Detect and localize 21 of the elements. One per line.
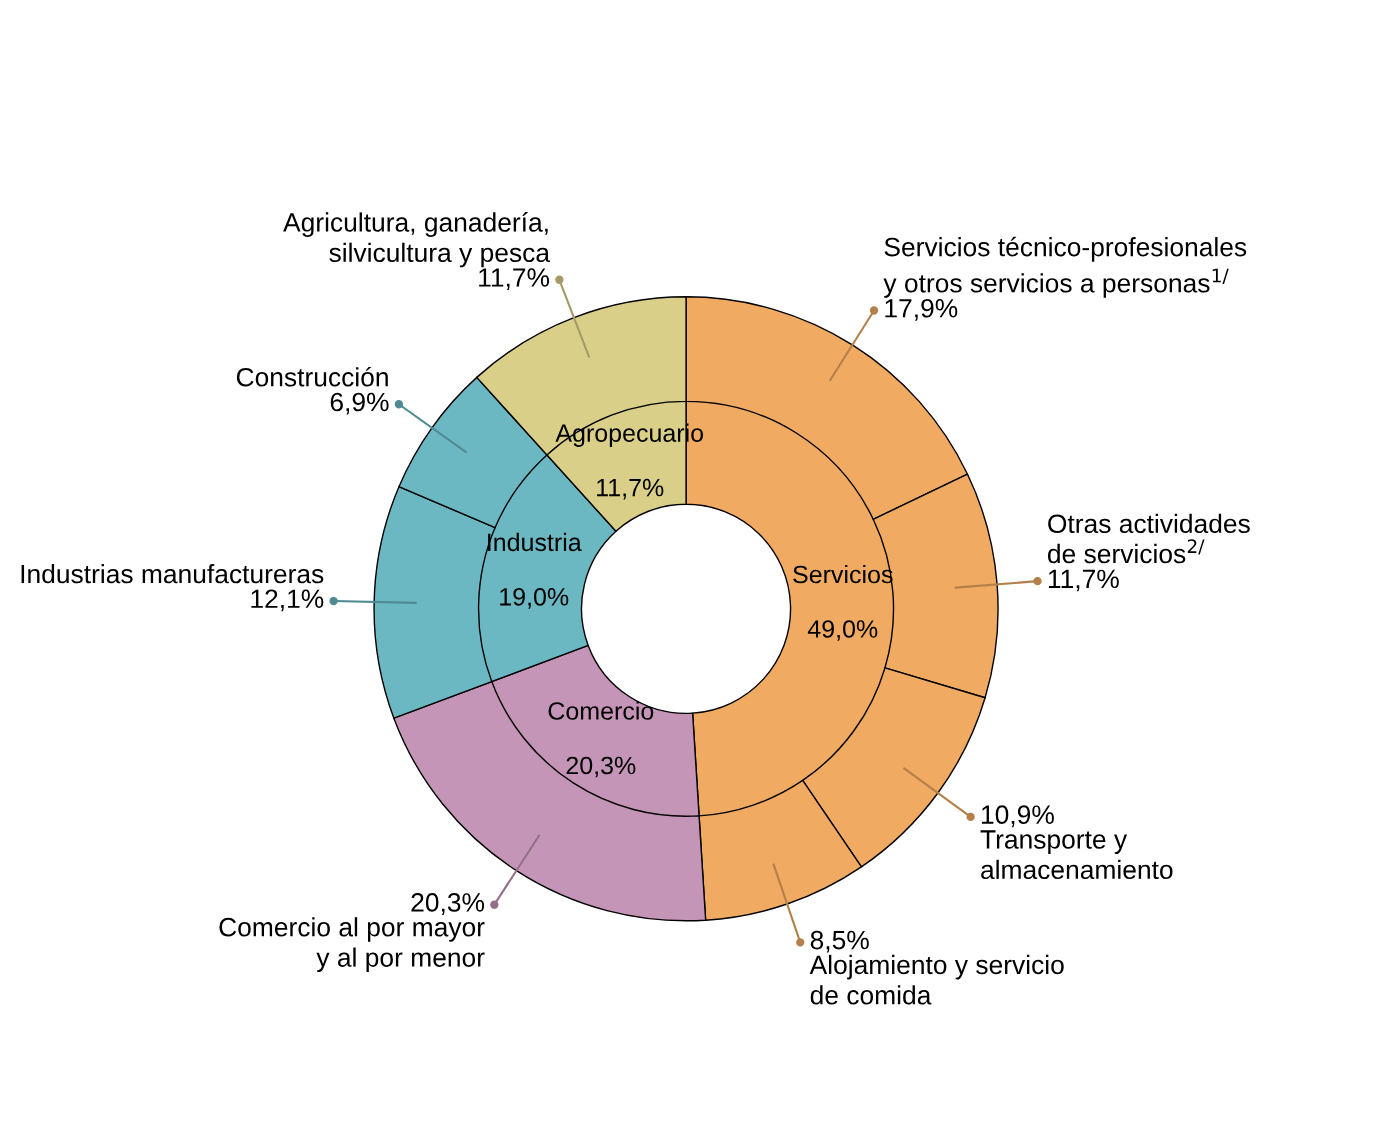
data-label: 11,7% bbox=[597, 478, 664, 500]
data-label: 12,1% bbox=[251, 589, 324, 612]
slice-label: Transporte y almacenamiento bbox=[980, 830, 1173, 880]
slice-label: Alojamiento y servicio de comida bbox=[809, 954, 1064, 1005]
slice-label: Comercio al por mayor y al por menor bbox=[219, 917, 485, 973]
data-label: 11,7% bbox=[479, 268, 550, 290]
data-label: 8,5% bbox=[810, 930, 869, 953]
slice-label: Industrias manufactureras bbox=[21, 563, 324, 584]
slice-label: Otras actividades de servicios$^{2/}$ bbox=[1048, 513, 1250, 564]
slice-label: Construcción bbox=[236, 366, 388, 387]
data-label: 20,3% bbox=[411, 893, 485, 915]
slice-label: Agricultura, ganadería, silvicultura y pesca bbox=[283, 212, 551, 268]
data-label: 49,0% bbox=[807, 620, 878, 641]
data-label: 19,0% bbox=[500, 587, 569, 609]
text: Comercio bbox=[548, 701, 654, 720]
data-label: 11,7% bbox=[1048, 569, 1119, 592]
slice-label: Servicios técnico-profesionales y otros servicios a personas$^{1/}$ bbox=[883, 236, 1247, 298]
data-label: 20,3% bbox=[566, 756, 636, 778]
data-label: 17,9% bbox=[885, 298, 958, 321]
data-label: 10,9% bbox=[982, 805, 1054, 828]
data-label: 6,9% bbox=[330, 392, 389, 415]
